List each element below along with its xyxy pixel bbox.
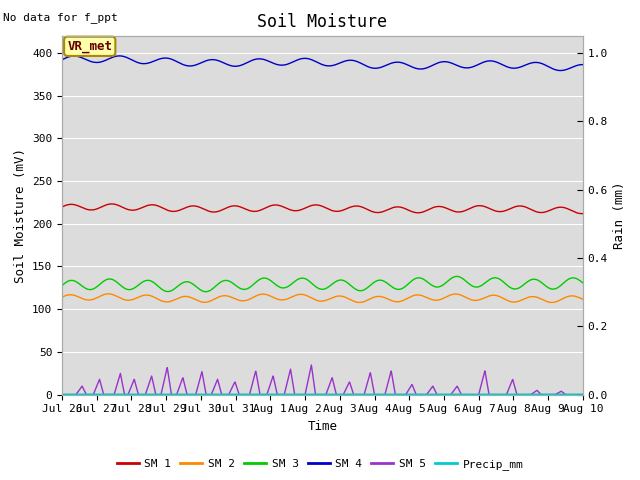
Title: Soil Moisture: Soil Moisture [257,13,387,32]
Text: No data for f_ppt: No data for f_ppt [3,12,118,23]
X-axis label: Time: Time [307,420,337,433]
Legend: SM 1, SM 2, SM 3, SM 4, SM 5, Precip_mm: SM 1, SM 2, SM 3, SM 4, SM 5, Precip_mm [112,455,528,474]
Y-axis label: Soil Moisture (mV): Soil Moisture (mV) [13,148,26,283]
Text: VR_met: VR_met [67,40,112,53]
Y-axis label: Rain (mm): Rain (mm) [614,181,627,249]
